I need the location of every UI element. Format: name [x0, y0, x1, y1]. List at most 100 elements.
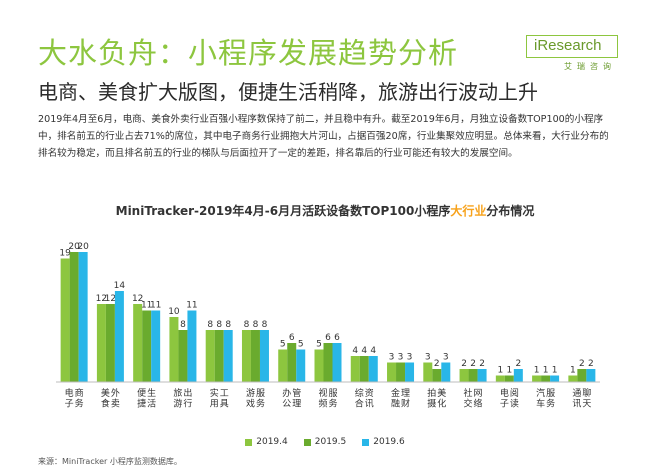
data-label: 2	[515, 359, 521, 369]
bar	[423, 362, 433, 382]
category-label: 综合资讯	[355, 387, 374, 410]
bar	[441, 362, 451, 382]
data-label: 8	[253, 320, 259, 330]
data-label: 2	[479, 359, 485, 369]
source-note: 来源：MiniTracker 小程序监测数据库。	[38, 457, 182, 466]
data-label: 1	[570, 366, 576, 376]
data-label: 2	[470, 359, 476, 369]
data-label: 4	[361, 346, 367, 356]
bar	[314, 349, 324, 382]
bar	[359, 356, 369, 382]
bar	[495, 375, 505, 382]
bar-chart: 192020电子商务121214美食外卖121111便捷生活10811旅游出行8…	[56, 242, 600, 410]
data-label: 4	[352, 346, 358, 356]
category-label: 汽车服务	[536, 387, 555, 410]
data-label: 2	[588, 359, 594, 369]
data-label: 6	[289, 333, 295, 343]
data-label: 3	[398, 353, 404, 363]
data-label: 11	[186, 301, 197, 311]
data-label: 2	[461, 359, 467, 369]
bar	[96, 304, 106, 382]
bar	[323, 343, 333, 382]
data-label: 19	[59, 249, 71, 259]
legend-swatch	[362, 438, 370, 446]
iresearch-logo: iResearch 艾瑞咨询	[526, 35, 620, 75]
data-label: 20	[68, 242, 80, 252]
bar	[350, 356, 360, 382]
bar	[432, 369, 442, 382]
data-label: 8	[180, 320, 186, 330]
chart-title-tail: 分布情况	[486, 204, 535, 218]
category-label: 旅游出行	[173, 387, 192, 410]
chart-title: MiniTracker-2019年4月-6月月活跃设备数TOP100小程序大行业…	[0, 202, 650, 219]
category-label: 通讯聊天	[572, 387, 591, 410]
category-label: 游戏服务	[246, 387, 265, 410]
bar	[396, 362, 406, 382]
bar	[133, 304, 143, 382]
category-label: 便捷生活	[137, 387, 156, 410]
bar	[468, 369, 478, 382]
legend-label: 2019.5	[314, 437, 347, 447]
data-label: 4	[370, 346, 376, 356]
data-label: 3	[425, 353, 431, 363]
category-label: 电子商务	[65, 387, 84, 410]
data-label: 1	[543, 366, 549, 376]
data-label: 12	[132, 294, 143, 304]
bar	[105, 304, 115, 382]
bar	[296, 349, 306, 382]
bar	[78, 252, 88, 382]
data-label: 6	[325, 333, 331, 343]
data-label: 1	[534, 366, 540, 376]
data-label: 8	[216, 320, 222, 330]
data-label: 6	[334, 333, 340, 343]
page-title: 大水负舟：小程序发展趋势分析	[38, 36, 459, 70]
category-label: 视频服务	[318, 387, 337, 410]
bar	[332, 343, 342, 382]
bar	[187, 310, 197, 382]
page-subtitle: 电商、美食扩大版图，便捷生活稍降，旅游出行波动上升	[38, 80, 538, 104]
data-label: 8	[262, 320, 268, 330]
bar	[368, 356, 378, 382]
data-label: 2	[579, 359, 585, 369]
data-label: 3	[407, 353, 413, 363]
category-label: 实用工具	[210, 387, 229, 410]
logo-cn-text: 艾瑞咨询	[564, 62, 616, 71]
legend-swatch	[303, 438, 311, 446]
legend-item-2019-6: 2019.6	[362, 437, 405, 447]
bar	[287, 343, 297, 382]
data-label: 11	[141, 301, 152, 311]
bar	[205, 330, 215, 382]
data-label: 20	[77, 242, 89, 252]
legend-item-2019-4: 2019.4	[245, 437, 288, 447]
legend-swatch	[245, 438, 253, 446]
bar	[151, 310, 161, 382]
category-label: 美食外卖	[101, 387, 120, 410]
data-label: 2	[434, 359, 440, 369]
bar	[513, 369, 523, 382]
bar	[532, 375, 542, 382]
data-label: 8	[207, 320, 213, 330]
data-label: 10	[168, 307, 180, 317]
data-label: 1	[506, 366, 512, 376]
bar	[504, 375, 514, 382]
summary-paragraph: 2019年4月至6月，电商、美食外卖行业百强小程序数保持了前二，并且稳中有升。截…	[38, 114, 609, 159]
data-label: 14	[114, 281, 126, 291]
data-label: 1	[497, 366, 503, 376]
data-label: 1	[552, 366, 558, 376]
data-label: 5	[280, 340, 286, 350]
bar	[142, 310, 152, 382]
bar	[387, 362, 397, 382]
bar	[459, 369, 469, 382]
bar	[541, 375, 551, 382]
chart-title-main: MiniTracker-2019年4月-6月月活跃设备数TOP100小程序	[115, 204, 451, 218]
data-label: 3	[443, 353, 449, 363]
bar	[214, 330, 224, 382]
bar	[577, 369, 587, 382]
bar	[405, 362, 415, 382]
bar	[586, 369, 596, 382]
logo-frame	[526, 35, 618, 58]
bar	[250, 330, 260, 382]
bar	[278, 349, 288, 382]
data-label: 3	[389, 353, 395, 363]
data-label: 8	[244, 320, 250, 330]
